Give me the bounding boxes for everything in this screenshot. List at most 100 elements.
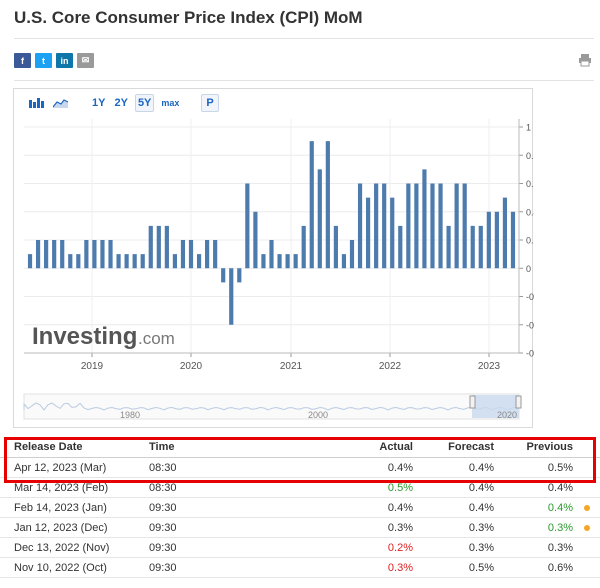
bar[interactable] (140, 254, 145, 269)
range-max-button[interactable]: max (161, 97, 180, 108)
x-tick-label: 2021 (280, 361, 303, 372)
navigator-frame (23, 393, 520, 420)
y-tick-label: -0.6 (526, 349, 534, 359)
bar[interactable] (438, 183, 443, 269)
bar[interactable] (398, 225, 403, 269)
revision-dot-icon[interactable] (584, 505, 590, 511)
bar[interactable] (269, 240, 274, 269)
bar[interactable] (261, 254, 266, 269)
facebook-share-button[interactable]: f (14, 53, 31, 68)
bar[interactable] (470, 225, 475, 269)
bar[interactable] (196, 254, 202, 269)
bar-chart-icon[interactable] (27, 94, 46, 111)
bar[interactable] (172, 254, 178, 269)
bar[interactable] (454, 183, 459, 269)
header-forecast[interactable]: Forecast (448, 441, 494, 453)
bar[interactable] (510, 211, 516, 269)
twitter-share-button[interactable]: t (35, 53, 52, 68)
bar[interactable] (156, 225, 161, 269)
header-release-date[interactable]: Release Date (14, 441, 83, 453)
bar[interactable] (430, 183, 435, 269)
bar[interactable] (237, 268, 242, 283)
y-tick-label: 0 (526, 264, 531, 274)
bar[interactable] (108, 240, 113, 269)
bar[interactable] (229, 268, 234, 325)
revision-dot-icon[interactable] (584, 525, 590, 531)
bar[interactable] (382, 183, 387, 269)
bar[interactable] (478, 225, 483, 269)
p-button[interactable]: P (201, 93, 219, 112)
bar[interactable] (84, 240, 89, 269)
bar[interactable] (325, 141, 330, 269)
bar[interactable] (52, 240, 57, 269)
bar[interactable] (188, 240, 194, 269)
print-icon[interactable] (578, 53, 592, 67)
bar[interactable] (277, 254, 282, 269)
bar[interactable] (341, 254, 347, 269)
share-divider (14, 80, 594, 81)
forecast-cell: 0.3% (468, 542, 494, 554)
bar[interactable] (502, 197, 508, 269)
actual-cell: 0.4% (387, 502, 413, 514)
header-time[interactable]: Time (149, 441, 175, 453)
bar[interactable] (180, 240, 186, 269)
previous-cell: 0.4% (547, 482, 573, 494)
area-chart-icon[interactable] (51, 94, 70, 111)
chart-container: 1Y 2Y 5Y max P 1 0.8 0.6 0.4 0.2 0 -0.2 -0.4 -0.… (13, 88, 534, 428)
bar[interactable] (462, 183, 467, 269)
previous-cell: 0.3% (547, 542, 573, 554)
email-share-button[interactable]: ✉ (77, 53, 94, 68)
actual-cell: 0.3% (387, 522, 413, 534)
time-cell: 08:30 (149, 482, 177, 494)
history-table: Release Date Time Actual Forecast Previo… (0, 436, 600, 578)
bar[interactable] (357, 183, 363, 269)
bar[interactable] (124, 254, 129, 269)
header-actual[interactable]: Actual (379, 441, 413, 453)
bar[interactable] (374, 183, 379, 269)
range-5y-button[interactable]: 5Y (134, 93, 155, 112)
bar[interactable] (27, 254, 33, 269)
bar[interactable] (68, 254, 73, 269)
bar[interactable] (100, 240, 105, 269)
bar[interactable] (317, 169, 322, 269)
bar[interactable] (285, 254, 290, 269)
table-header-row: Release Date Time Actual Forecast Previo… (0, 436, 600, 458)
bar[interactable] (494, 211, 499, 269)
bar[interactable] (245, 183, 250, 269)
bar[interactable] (213, 240, 218, 269)
bar[interactable] (293, 254, 298, 269)
time-cell: 09:30 (149, 502, 177, 514)
bar[interactable] (414, 183, 419, 269)
bar[interactable] (92, 240, 97, 269)
bar[interactable] (301, 225, 306, 269)
linkedin-share-button[interactable]: in (56, 53, 73, 68)
bar[interactable] (116, 254, 121, 269)
bar[interactable] (333, 225, 338, 269)
header-previous[interactable]: Previous (526, 441, 573, 453)
bar[interactable] (60, 240, 65, 269)
bar[interactable] (205, 240, 210, 269)
bar[interactable] (390, 197, 395, 269)
forecast-cell: 0.4% (468, 502, 494, 514)
bar[interactable] (132, 254, 137, 269)
bar[interactable] (35, 240, 41, 269)
bar[interactable] (221, 268, 226, 283)
bar[interactable] (164, 225, 169, 269)
bar[interactable] (44, 240, 49, 269)
bar[interactable] (406, 183, 411, 269)
bar[interactable] (253, 211, 258, 269)
bar[interactable] (76, 254, 81, 269)
bar[interactable] (148, 225, 153, 269)
bar[interactable] (365, 197, 371, 269)
previous-cell: 0.3% (547, 522, 573, 534)
range-1y-button[interactable]: 1Y (92, 96, 106, 109)
navigator-selection[interactable] (472, 395, 519, 418)
bar[interactable] (486, 211, 491, 269)
bar[interactable] (349, 240, 355, 269)
navigator-left-handle[interactable] (469, 395, 476, 409)
bar[interactable] (309, 141, 314, 269)
bar[interactable] (422, 169, 427, 269)
navigator-right-handle[interactable] (515, 395, 522, 409)
bar[interactable] (446, 225, 451, 269)
range-2y-button[interactable]: 2Y (114, 96, 128, 109)
